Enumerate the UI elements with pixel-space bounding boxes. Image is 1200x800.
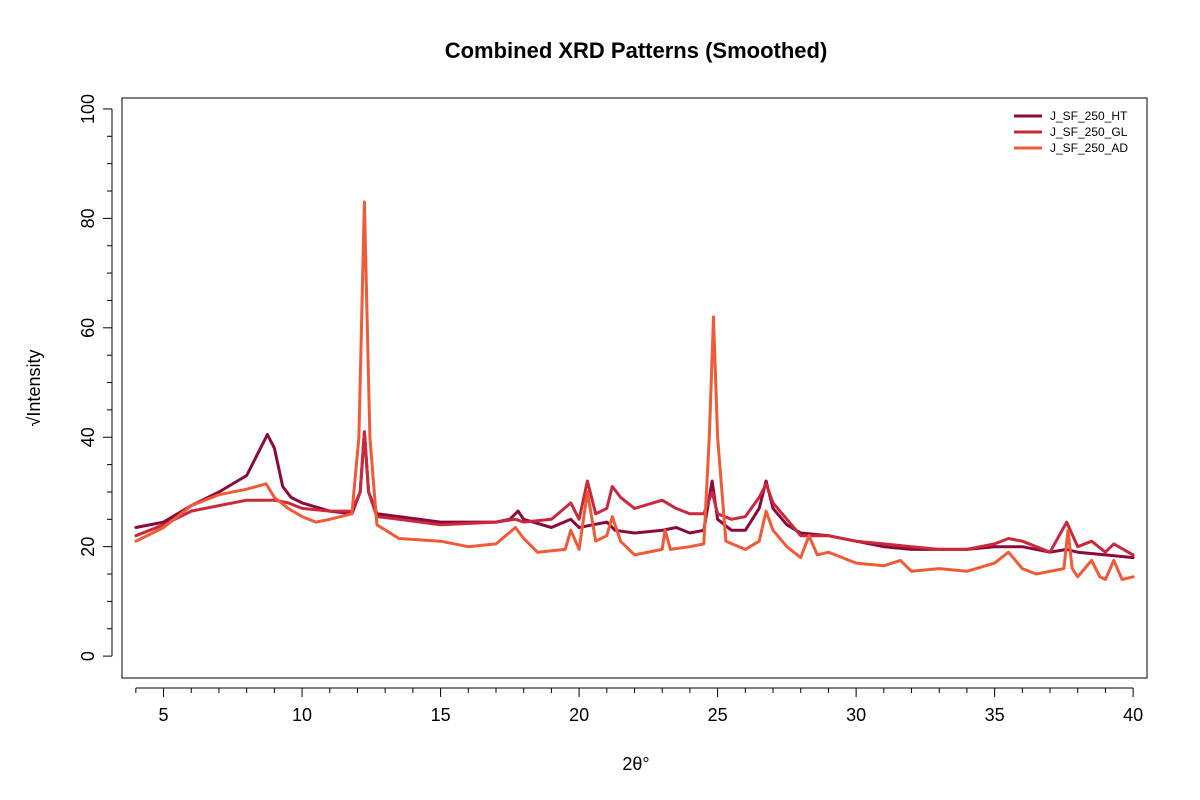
x-axis-label: 2θ°: [622, 754, 649, 774]
x-tick-label: 30: [846, 705, 866, 725]
x-tick-label: 5: [159, 705, 169, 725]
x-axis: 5 10 15 20 25 30 35 40: [135, 687, 1143, 725]
y-tick-label: 100: [78, 94, 98, 124]
y-tick-label: 80: [78, 208, 98, 228]
series-line-J_SF_250_AD: [134, 200, 1135, 581]
series-layer: [134, 200, 1135, 581]
x-tick-label: 15: [431, 705, 451, 725]
x-tick-label: 10: [292, 705, 312, 725]
y-tick-label: 0: [78, 651, 98, 661]
y-tick-label: 40: [78, 427, 98, 447]
chart-title: Combined XRD Patterns (Smoothed): [445, 38, 828, 63]
x-tick-label: 20: [569, 705, 589, 725]
plot-frame: [121, 97, 1148, 679]
x-tick-label: 25: [708, 705, 728, 725]
y-tick-label: 20: [78, 537, 98, 557]
series-line-J_SF_250_GL: [134, 430, 1135, 557]
x-tick-label: 40: [1123, 705, 1143, 725]
series-line-J_SF_250_HT: [134, 430, 1135, 560]
y-axis-label: √Intensity: [24, 350, 44, 427]
legend-label: J_SF_250_AD: [1050, 141, 1128, 155]
legend-label: J_SF_250_GL: [1050, 125, 1128, 139]
y-axis: 0 20 40 60 80 100: [78, 94, 113, 661]
legend-label: J_SF_250_HT: [1050, 109, 1128, 123]
y-tick-label: 60: [78, 318, 98, 338]
legend: J_SF_250_HT J_SF_250_GL J_SF_250_AD: [1014, 109, 1128, 155]
x-tick-label: 35: [985, 705, 1005, 725]
